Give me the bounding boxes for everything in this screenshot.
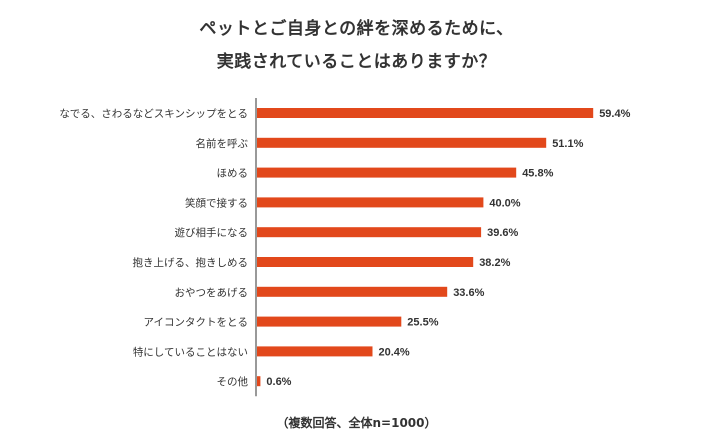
bar [257,286,448,297]
category-label: 特にしていることはない [133,346,248,358]
bar [257,376,261,387]
category-label: おやつをあげる [175,287,249,299]
category-label: アイコンタクトをとる [144,317,248,329]
category-label: 名前を呼ぶ [196,137,249,150]
bar [257,227,482,238]
bar [257,137,547,148]
data-label: 33.6% [453,287,484,299]
data-label: 0.6% [266,376,291,388]
bar [257,197,484,208]
category-label: 笑顔で接する [185,196,248,209]
chart-title-line1: ペットとご自身との絆を深めるために、 [199,19,514,39]
bar [257,316,402,327]
category-label: ほめる [217,168,249,180]
data-label: 39.6% [487,227,518,239]
bar [257,257,474,267]
bar [257,108,594,118]
category-label: なでる、さわるなどスキンシップをとる [59,108,248,120]
chart-title-line2: 実践されていることはありますか？ [216,52,497,72]
category-label: その他 [217,375,249,388]
data-label: 51.1% [552,138,583,150]
data-label: 25.5% [407,317,438,329]
sample-note: （複数回答、全体n=1000） [276,416,437,430]
data-label: 40.0% [489,197,520,209]
data-label: 20.4% [379,346,410,358]
data-label: 59.4% [599,108,630,120]
data-label: 45.8% [522,168,553,180]
bar [257,346,373,357]
category-label: 抱き上げる、抱きしめる [133,256,249,269]
category-label: 遊び相手になる [175,226,249,239]
data-label: 38.2% [479,257,510,269]
bar [257,167,517,178]
